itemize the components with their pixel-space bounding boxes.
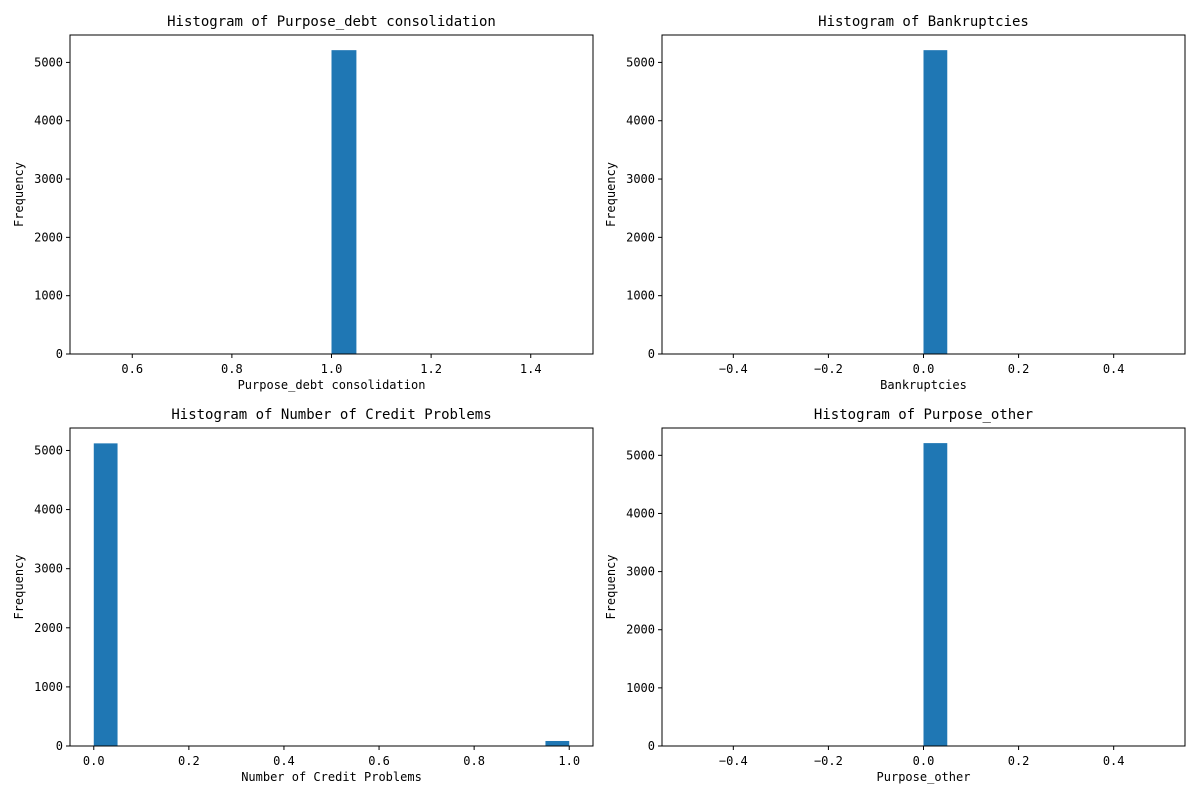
x-tick-label: 0.8 [221,362,243,376]
x-tick-label: 0.0 [913,754,935,768]
x-tick-label: 0.4 [1103,754,1125,768]
x-tick-label: 0.0 [83,754,105,768]
y-tick-label: 2000 [34,621,63,635]
x-axis-label: Bankruptcies [880,378,967,392]
y-axis-label: Frequency [12,162,26,227]
y-tick-label: 3000 [34,562,63,576]
y-tick-label: 0 [56,347,63,361]
histogram-bar [923,50,948,354]
y-tick-label: 2000 [626,230,655,244]
y-tick-label: 2000 [626,623,655,637]
x-tick-label: 0.6 [368,754,390,768]
subplot-3: 0.0 0.2 0.4 0.6 0.8 1.0 0 1000 2000 3000 4000 5000 H… [12,407,594,784]
x-tick-label: 1.0 [558,754,580,768]
subplot-2: −0.4 −0.2 0.0 0.2 0.4 0 1000 2000 3000 4000 5000 Hi… [604,14,1186,392]
y-tick-label: 3000 [34,172,63,186]
y-tick-label: 0 [56,739,63,753]
y-tick-label: 1000 [626,289,655,303]
histogram-bar [923,443,948,746]
y-tick-label: 4000 [34,503,63,517]
x-tick-label: 0.2 [1008,754,1030,768]
chart-title: Histogram of Purpose_debt consolidation [167,14,496,30]
x-tick-label: 1.4 [520,362,542,376]
y-tick-label: 5000 [34,443,63,457]
x-axis-label: Purpose_debt consolidation [238,378,426,392]
x-tick-label: 0.4 [273,754,295,768]
y-tick-label: 0 [648,347,655,361]
y-tick-label: 3000 [626,565,655,579]
chart-title: Histogram of Number of Credit Problems [171,407,491,423]
axes-frame [69,427,594,747]
y-tick-label: 5000 [626,448,655,462]
y-axis-label: Frequency [604,162,618,227]
x-axis-label: Number of Credit Problems [241,770,422,784]
chart-title: Histogram of Bankruptcies [818,14,1029,30]
y-tick-label: 4000 [626,506,655,520]
x-tick-label: 0.2 [178,754,200,768]
x-tick-label: −0.2 [814,362,843,376]
x-tick-label: 0.0 [913,362,935,376]
y-tick-label: 5000 [626,55,655,69]
x-tick-label: 1.0 [321,362,343,376]
histogram-bar [93,443,118,746]
y-tick-label: 3000 [626,172,655,186]
y-axis-label: Frequency [604,554,618,619]
histogram-bar [331,50,357,354]
y-tick-label: 1000 [34,289,63,303]
x-tick-label: 0.2 [1008,362,1030,376]
y-tick-label: 4000 [626,114,655,128]
x-tick-label: −0.4 [719,754,748,768]
y-tick-label: 0 [648,739,655,753]
x-tick-label: 0.4 [1103,362,1125,376]
x-tick-label: 0.6 [121,362,143,376]
y-tick-label: 1000 [34,680,63,694]
histogram-bar [545,740,570,746]
y-tick-label: 4000 [34,114,63,128]
y-axis-label: Frequency [12,554,26,619]
x-tick-label: −0.2 [814,754,843,768]
x-tick-label: 1.2 [420,362,442,376]
y-tick-label: 1000 [626,681,655,695]
x-axis-label: Purpose_other [877,770,971,784]
x-tick-label: −0.4 [719,362,748,376]
x-tick-label: 0.8 [463,754,485,768]
subplot-4: −0.4 −0.2 0.0 0.2 0.4 0 1000 2000 3000 4000 5000 Hi… [604,407,1186,784]
subplot-1: 0.6 0.8 1.0 1.2 1.4 0 1000 2000 3000 4000 5000 Hist… [12,14,594,392]
y-tick-label: 2000 [34,230,63,244]
y-tick-label: 5000 [34,55,63,69]
chart-title: Histogram of Purpose_other [814,407,1033,423]
